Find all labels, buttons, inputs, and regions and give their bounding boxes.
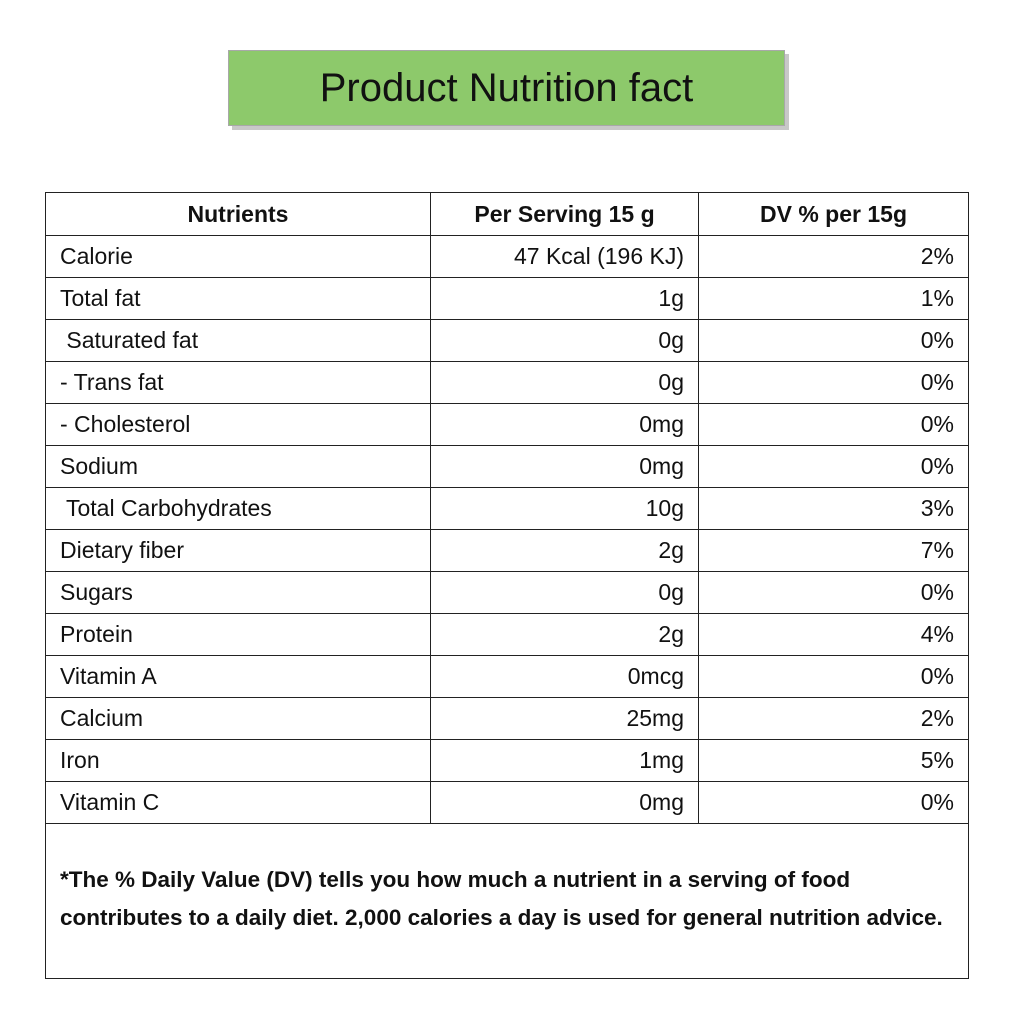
per-serving: 10g — [430, 487, 699, 530]
daily-value: 0% — [698, 571, 969, 614]
daily-value: 0% — [698, 655, 969, 698]
nutrient-name: Dietary fiber — [45, 529, 431, 572]
column-header: Nutrients — [45, 192, 431, 236]
per-serving: 47 Kcal (196 KJ) — [430, 235, 699, 278]
per-serving: 0mg — [430, 445, 699, 488]
table-row: Iron 1mg 5% — [45, 739, 969, 782]
table-container: Nutrients Per Serving 15 g DV % per 15g Ca… — [45, 192, 969, 979]
table-row: Saturated fat 0g 0% — [45, 319, 969, 362]
daily-value: 0% — [698, 361, 969, 404]
column-header: Per Serving 15 g — [430, 192, 699, 236]
table-row: Calorie 47 Kcal (196 KJ) 2% — [45, 235, 969, 278]
header-row: Nutrients Per Serving 15 g DV % per 15g — [45, 192, 969, 236]
daily-value: 3% — [698, 487, 969, 530]
daily-value: 7% — [698, 529, 969, 572]
table-row: - Trans fat 0g 0% — [45, 361, 969, 404]
nutrient-name: Sugars — [45, 571, 431, 614]
daily-value: 1% — [698, 277, 969, 320]
per-serving: 0g — [430, 571, 699, 614]
per-serving: 0mg — [430, 403, 699, 446]
daily-value: 0% — [698, 781, 969, 824]
daily-value: 5% — [698, 739, 969, 782]
nutrient-name: Total Carbohydrates — [45, 487, 431, 530]
nutrient-name: - Cholesterol — [45, 403, 431, 446]
daily-value: 2% — [698, 697, 969, 740]
per-serving: 2g — [430, 613, 699, 656]
daily-value: 0% — [698, 445, 969, 488]
column-header: DV % per 15g — [698, 192, 969, 236]
nutrient-name: Vitamin A — [45, 655, 431, 698]
table-row: - Cholesterol 0mg 0% — [45, 403, 969, 446]
footnote-row: *The % Daily Value (DV) tells you how mu… — [45, 823, 969, 979]
table-row: Total fat 1g 1% — [45, 277, 969, 320]
per-serving: 0mg — [430, 781, 699, 824]
table-row: Sugars 0g 0% — [45, 571, 969, 614]
nutrient-name: Iron — [45, 739, 431, 782]
table-row: Sodium 0mg 0% — [45, 445, 969, 488]
per-serving: 1g — [430, 277, 699, 320]
per-serving: 0mcg — [430, 655, 699, 698]
per-serving: 1mg — [430, 739, 699, 782]
per-serving: 2g — [430, 529, 699, 572]
nutrient-name: Calorie — [45, 235, 431, 278]
daily-value: 0% — [698, 319, 969, 362]
table-row: Dietary fiber 2g 7% — [45, 529, 969, 572]
title: Product Nutrition fact — [228, 50, 785, 126]
nutrient-name: Sodium — [45, 445, 431, 488]
footnote: *The % Daily Value (DV) tells you how mu… — [45, 823, 969, 979]
table-row: Calcium 25mg 2% — [45, 697, 969, 740]
daily-value: 4% — [698, 613, 969, 656]
nutrient-name: Saturated fat — [45, 319, 431, 362]
daily-value: 2% — [698, 235, 969, 278]
per-serving: 0g — [430, 319, 699, 362]
nutrient-name: Total fat — [45, 277, 431, 320]
table-row: Total Carbohydrates 10g 3% — [45, 487, 969, 530]
per-serving: 0g — [430, 361, 699, 404]
table-row: Vitamin A 0mcg 0% — [45, 655, 969, 698]
nutrient-name: Calcium — [45, 697, 431, 740]
table-row: Protein 2g 4% — [45, 613, 969, 656]
nutrient-name: Vitamin C — [45, 781, 431, 824]
nutrient-name: Protein — [45, 613, 431, 656]
daily-value: 0% — [698, 403, 969, 446]
table-row: Vitamin C 0mg 0% — [45, 781, 969, 824]
per-serving: 25mg — [430, 697, 699, 740]
nutrient-name: - Trans fat — [45, 361, 431, 404]
nutrition-table: Nutrients Per Serving 15 g DV % per 15g Ca… — [45, 192, 969, 979]
